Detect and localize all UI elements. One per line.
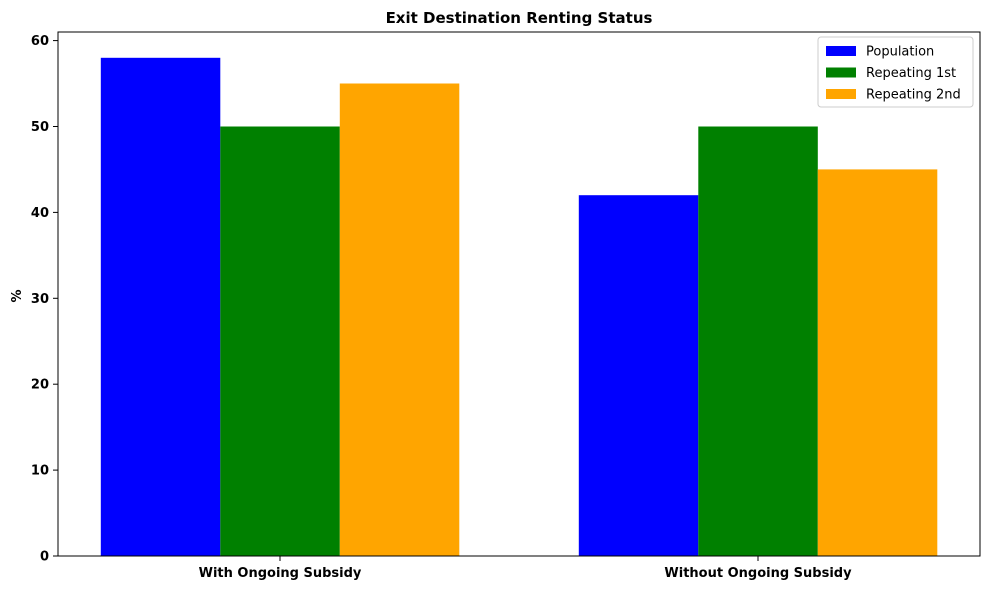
bars-group: [100, 57, 938, 557]
y-axis-label: %: [10, 289, 25, 302]
y-tick-label: 50: [31, 120, 49, 135]
y-tick-label: 20: [31, 378, 49, 393]
legend-label: Population: [866, 45, 934, 60]
bar-population-0: [100, 57, 221, 557]
legend-label: Repeating 2nd: [866, 88, 961, 103]
x-tick-label: With Ongoing Subsidy: [199, 566, 362, 581]
x-ticks-group: With Ongoing Subsidy Without Ongoing Subs…: [199, 556, 852, 581]
plot-frame: [57, 31, 981, 557]
y-ticks-group: 0 10 20 30 40 50 60: [31, 34, 58, 565]
bar-repeating-1st-0: [220, 126, 340, 556]
legend-box: [817, 36, 974, 108]
legend-swatch: [826, 67, 856, 78]
bar-repeating-2nd-1: [817, 169, 938, 556]
y-tick-label: 10: [31, 464, 49, 479]
bar-repeating-2nd-0: [339, 83, 460, 556]
legend: Population Repeating 1st Repeating 2nd: [817, 36, 974, 108]
y-tick-label: 30: [31, 292, 49, 307]
x-tick-label: Without Ongoing Subsidy: [664, 566, 852, 581]
legend-swatch: [826, 89, 856, 99]
legend-label: Repeating 1st: [866, 66, 956, 81]
y-tick-label: 60: [31, 34, 49, 49]
y-tick-label: 40: [31, 206, 49, 221]
y-tick-label: 0: [40, 550, 49, 565]
bar-population-1: [578, 195, 699, 556]
legend-swatch: [826, 46, 856, 56]
chart-title: Exit Destination Renting Status: [386, 9, 653, 27]
bar-repeating-1st-1: [698, 126, 818, 556]
